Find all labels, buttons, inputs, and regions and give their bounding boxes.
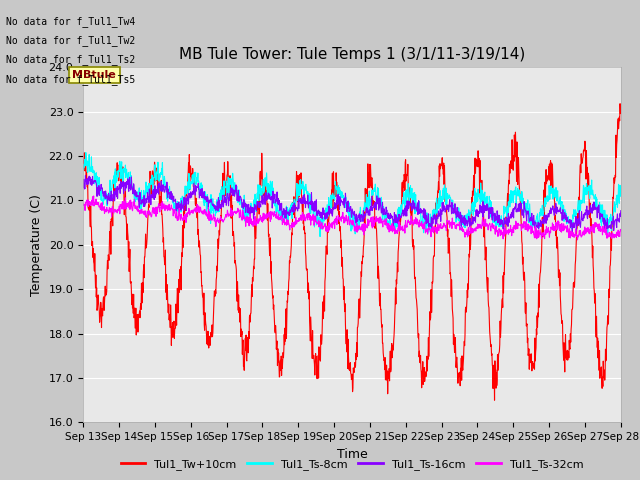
Tul1_Tw+10cm xyxy=(186,187,193,192)
X-axis label: Time: Time xyxy=(337,448,367,461)
Line: Tul1_Ts-8cm: Tul1_Ts-8cm xyxy=(83,153,621,237)
Tul1_Ts-8cm xyxy=(554,188,561,193)
Tul1_Ts-32cm xyxy=(617,228,625,233)
Tul1_Ts-32cm xyxy=(186,210,194,216)
Tul1_Ts-32cm xyxy=(79,202,87,208)
Tul1_Ts-32cm xyxy=(199,210,207,216)
Text: No data for f_Tul1_Tw4: No data for f_Tul1_Tw4 xyxy=(6,16,136,27)
Tul1_Ts-8cm xyxy=(316,234,324,240)
Tul1_Tw+10cm xyxy=(435,163,443,168)
Tul1_Tw+10cm xyxy=(506,170,514,176)
Tul1_Tw+10cm xyxy=(199,295,207,300)
Tul1_Ts-8cm xyxy=(617,188,625,194)
Tul1_Ts-8cm xyxy=(82,150,90,156)
Title: MB Tule Tower: Tule Temps 1 (3/1/11-3/19/14): MB Tule Tower: Tule Temps 1 (3/1/11-3/19… xyxy=(179,47,525,62)
Tul1_Tw+10cm xyxy=(491,397,499,403)
Tul1_Tw+10cm xyxy=(616,101,624,107)
Tul1_Tw+10cm xyxy=(259,186,267,192)
Tul1_Tw+10cm xyxy=(617,109,625,115)
Line: Tul1_Tw+10cm: Tul1_Tw+10cm xyxy=(83,104,621,400)
Tul1_Ts-16cm xyxy=(506,214,514,219)
Tul1_Ts-8cm xyxy=(79,161,87,167)
Tul1_Ts-16cm xyxy=(186,191,194,197)
Text: MBtule: MBtule xyxy=(72,70,116,80)
Line: Tul1_Ts-16cm: Tul1_Ts-16cm xyxy=(83,176,621,233)
Tul1_Ts-32cm xyxy=(506,228,514,234)
Tul1_Ts-8cm xyxy=(186,186,194,192)
Tul1_Ts-8cm xyxy=(436,188,444,193)
Text: No data for f_Tul1_Ts2: No data for f_Tul1_Ts2 xyxy=(6,54,136,65)
Tul1_Tw+10cm xyxy=(554,234,561,240)
Tul1_Ts-16cm xyxy=(617,208,625,214)
Tul1_Ts-16cm xyxy=(554,205,561,211)
Tul1_Ts-32cm xyxy=(90,193,97,199)
Legend: Tul1_Tw+10cm, Tul1_Ts-8cm, Tul1_Ts-16cm, Tul1_Ts-32cm: Tul1_Tw+10cm, Tul1_Ts-8cm, Tul1_Ts-16cm,… xyxy=(116,455,588,474)
Tul1_Ts-8cm xyxy=(506,198,514,204)
Text: No data for f_Tul1_Ts5: No data for f_Tul1_Ts5 xyxy=(6,73,136,84)
Text: No data for f_Tul1_Tw2: No data for f_Tul1_Tw2 xyxy=(6,35,136,46)
Line: Tul1_Ts-32cm: Tul1_Ts-32cm xyxy=(83,196,621,240)
Tul1_Ts-8cm xyxy=(199,193,207,199)
Tul1_Ts-32cm xyxy=(259,210,267,216)
Tul1_Ts-16cm xyxy=(79,184,87,190)
Tul1_Ts-16cm xyxy=(82,173,90,179)
Tul1_Ts-32cm xyxy=(573,237,581,243)
Y-axis label: Temperature (C): Temperature (C) xyxy=(30,194,43,296)
Tul1_Ts-16cm xyxy=(259,200,267,205)
Tul1_Ts-16cm xyxy=(436,211,444,216)
Tul1_Ts-32cm xyxy=(436,222,444,228)
Tul1_Tw+10cm xyxy=(79,157,87,163)
Tul1_Ts-32cm xyxy=(554,227,561,233)
Tul1_Ts-8cm xyxy=(259,177,267,182)
Tul1_Ts-16cm xyxy=(568,230,576,236)
Tul1_Ts-16cm xyxy=(199,195,207,201)
